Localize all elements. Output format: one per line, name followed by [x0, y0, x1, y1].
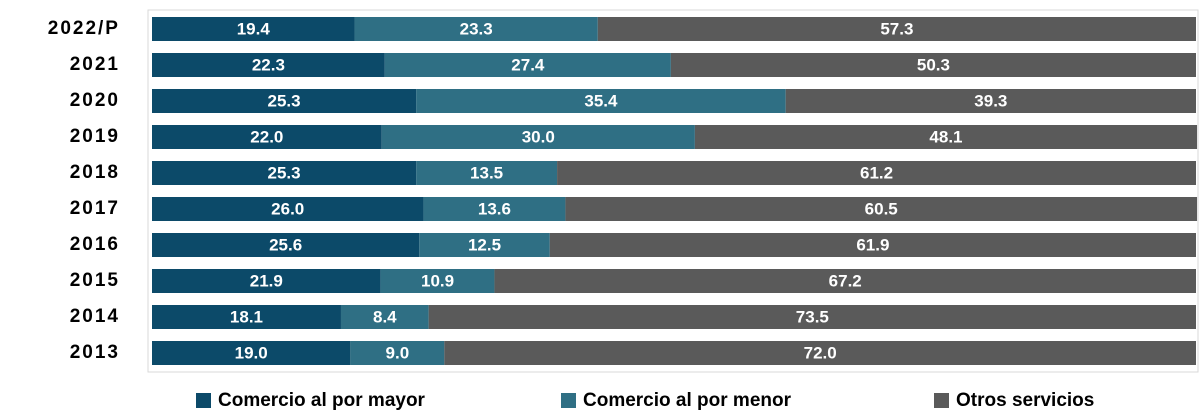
- bar-segment: [549, 233, 1196, 257]
- data-label: 25.3: [268, 91, 301, 110]
- data-label: 23.3: [460, 19, 493, 38]
- legend-label: Otros servicios: [956, 390, 1094, 411]
- bar-segment: [565, 197, 1198, 221]
- bar-segment: [494, 269, 1196, 293]
- legend-label: Comercio al por menor: [583, 390, 792, 411]
- data-label: 21.9: [250, 271, 283, 290]
- bar-segment: [152, 269, 381, 293]
- bar-segment: [152, 233, 420, 257]
- y-tick-label: 2018: [70, 162, 120, 183]
- bar-segment: [597, 17, 1196, 41]
- data-label: 19.0: [235, 343, 268, 362]
- data-label: 72.0: [804, 343, 837, 362]
- bar-segment: [416, 89, 786, 113]
- data-label: 10.9: [421, 271, 454, 290]
- legend-swatch: [196, 393, 211, 408]
- bar-segment: [152, 17, 355, 41]
- data-label: 19.4: [237, 19, 271, 38]
- y-tick-label: 2015: [70, 270, 120, 291]
- data-label: 13.6: [478, 199, 511, 218]
- data-label: 12.5: [468, 235, 501, 254]
- y-tick-label: 2014: [70, 306, 120, 327]
- data-label: 27.4: [511, 55, 545, 74]
- y-tick-label: 2013: [70, 342, 120, 363]
- data-label: 61.2: [860, 163, 893, 182]
- bar-segment: [444, 341, 1196, 365]
- data-label: 22.3: [252, 55, 285, 74]
- data-label: 25.6: [269, 235, 302, 254]
- bar-segment: [381, 125, 695, 149]
- data-label: 73.5: [796, 307, 829, 326]
- y-tick-label: 2016: [70, 234, 120, 255]
- data-label: 30.0: [522, 127, 555, 146]
- legend-label: Comercio al por mayor: [218, 390, 426, 411]
- bar-segment: [670, 53, 1196, 77]
- data-label: 8.4: [373, 307, 397, 326]
- data-label: 18.1: [230, 307, 263, 326]
- bar-segment: [694, 125, 1198, 149]
- bar-segment: [419, 233, 550, 257]
- legend-swatch: [561, 393, 576, 408]
- data-label: 9.0: [386, 343, 410, 362]
- plot-frame: [147, 9, 1199, 373]
- bar-segment: [423, 197, 566, 221]
- bar-segment: [152, 197, 424, 221]
- data-label: 61.9: [856, 235, 889, 254]
- data-label: 48.1: [929, 127, 962, 146]
- bar-segment: [152, 161, 417, 185]
- bar-segment: [152, 305, 341, 329]
- data-label: 39.3: [974, 91, 1007, 110]
- y-tick-label: 2019: [70, 126, 120, 147]
- data-label: 67.2: [829, 271, 862, 290]
- bar-segment: [340, 305, 429, 329]
- bar-segment: [380, 269, 495, 293]
- bar-segment: [152, 89, 417, 113]
- data-label: 26.0: [271, 199, 304, 218]
- bar-segment: [354, 17, 598, 41]
- data-label: 13.5: [470, 163, 503, 182]
- data-label: 35.4: [584, 91, 618, 110]
- bar-segment: [152, 53, 385, 77]
- bar-segment: [785, 89, 1196, 113]
- data-label: 25.3: [268, 163, 301, 182]
- bar-segment: [557, 161, 1196, 185]
- legend-swatch: [934, 393, 949, 408]
- bar-segment: [152, 341, 351, 365]
- y-tick-label: 2017: [70, 198, 120, 219]
- data-label: 60.5: [865, 199, 898, 218]
- data-label: 50.3: [917, 55, 950, 74]
- data-label: 22.0: [250, 127, 283, 146]
- y-tick-label: 2020: [70, 90, 120, 111]
- bar-segment: [152, 125, 382, 149]
- bar-segment: [416, 161, 558, 185]
- bar-segment: [350, 341, 445, 365]
- y-tick-label: 2022/P: [48, 18, 120, 39]
- y-tick-label: 2021: [70, 54, 120, 75]
- data-label: 57.3: [880, 19, 913, 38]
- bar-segment: [428, 305, 1196, 329]
- bar-segment: [384, 53, 671, 77]
